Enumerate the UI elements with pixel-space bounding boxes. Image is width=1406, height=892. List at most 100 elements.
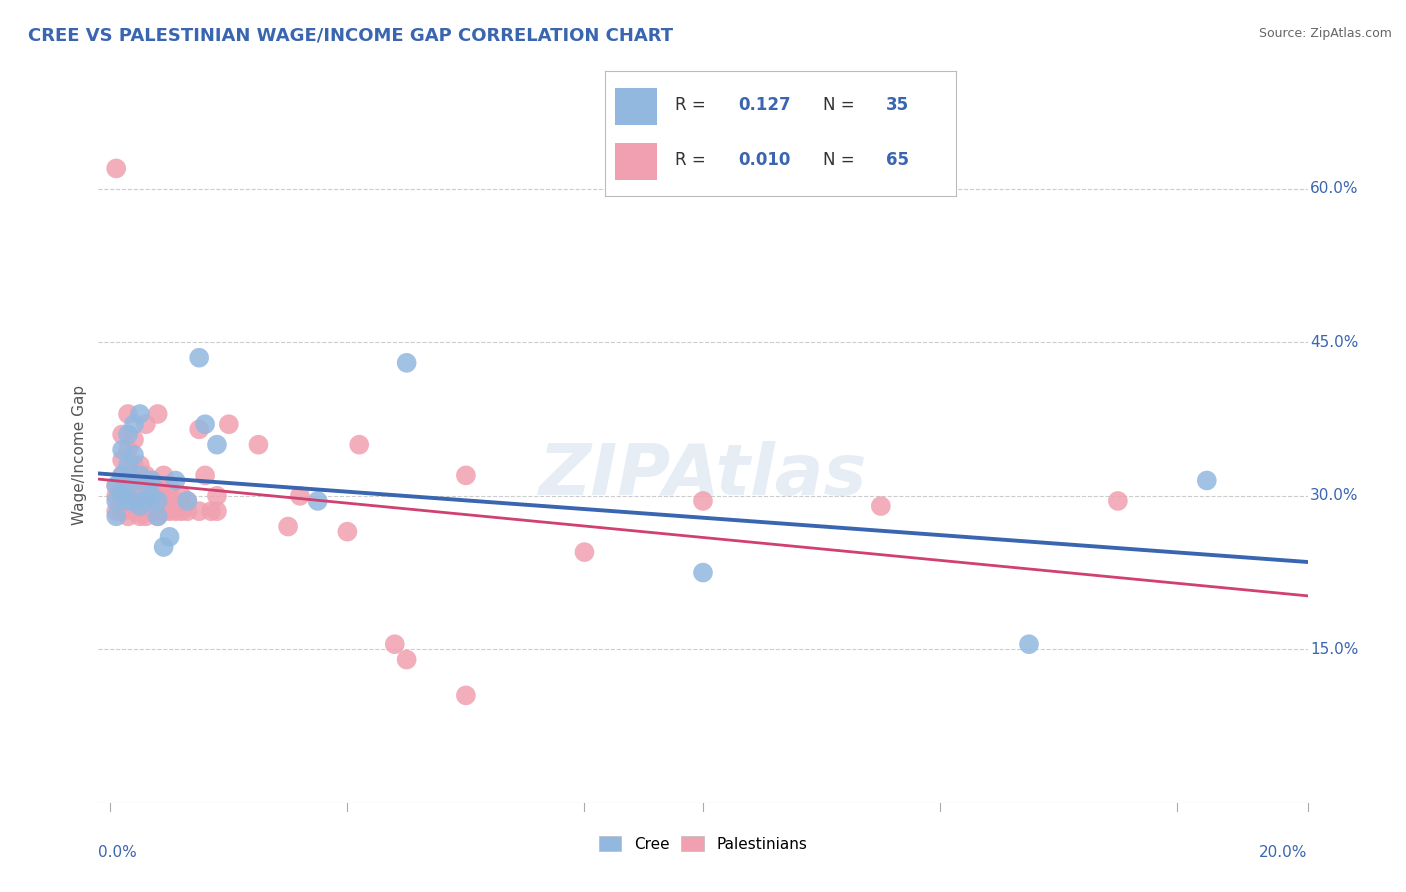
Text: 60.0%: 60.0%: [1310, 181, 1358, 196]
Point: [111, 489, 134, 503]
Point: [117, 458, 139, 472]
Point: [159, 478, 181, 492]
Text: R =: R =: [675, 151, 711, 169]
Point: [146, 407, 169, 421]
Point: [111, 427, 134, 442]
Point: [129, 494, 152, 508]
Text: 35: 35: [886, 96, 908, 114]
Point: [146, 489, 169, 503]
Point: [454, 689, 477, 703]
Point: [105, 489, 128, 503]
Point: [347, 438, 370, 452]
Point: [146, 494, 169, 508]
Point: [165, 494, 187, 508]
Text: 65: 65: [886, 151, 908, 169]
Point: [129, 499, 152, 513]
Point: [141, 504, 163, 518]
Bar: [616, 87, 657, 125]
Point: [105, 494, 128, 508]
Text: ZIPAtlas: ZIPAtlas: [538, 442, 868, 510]
Point: [277, 519, 299, 533]
Point: [152, 489, 174, 503]
Point: [122, 433, 145, 447]
Text: 0.010: 0.010: [738, 151, 790, 169]
Point: [159, 494, 181, 508]
Point: [336, 524, 359, 539]
Point: [141, 489, 163, 503]
Point: [111, 442, 134, 457]
Point: [194, 417, 217, 432]
Point: [176, 494, 198, 508]
Point: [454, 468, 477, 483]
Point: [129, 407, 152, 421]
Point: [105, 478, 128, 492]
Text: Source: ZipAtlas.com: Source: ZipAtlas.com: [1258, 27, 1392, 40]
Text: 30.0%: 30.0%: [1310, 488, 1358, 503]
Point: [135, 509, 157, 524]
Text: R =: R =: [675, 96, 711, 114]
Point: [117, 407, 139, 421]
Point: [574, 545, 596, 559]
Point: [135, 478, 157, 492]
Point: [188, 351, 211, 365]
Point: [165, 474, 187, 488]
Point: [205, 438, 228, 452]
Point: [395, 356, 418, 370]
Point: [111, 489, 134, 503]
Point: [122, 504, 145, 518]
Point: [170, 489, 193, 503]
Point: [105, 509, 128, 524]
Point: [135, 494, 157, 508]
Point: [194, 468, 217, 483]
Text: 15.0%: 15.0%: [1310, 642, 1358, 657]
Point: [129, 468, 152, 483]
Point: [141, 474, 163, 488]
Point: [117, 478, 139, 492]
Point: [105, 504, 128, 518]
Text: 20.0%: 20.0%: [1260, 845, 1308, 860]
Point: [111, 468, 134, 483]
Point: [692, 566, 714, 580]
Point: [129, 474, 152, 488]
Point: [176, 494, 198, 508]
Point: [869, 499, 891, 513]
Point: [105, 478, 128, 492]
Point: [135, 489, 157, 503]
Point: [1107, 494, 1129, 508]
Point: [122, 478, 145, 492]
Point: [152, 504, 174, 518]
Point: [218, 417, 240, 432]
Point: [395, 652, 418, 666]
Point: [205, 489, 228, 503]
Point: [165, 504, 187, 518]
Point: [141, 489, 163, 503]
Point: [129, 458, 152, 472]
Point: [117, 494, 139, 508]
Point: [111, 468, 134, 483]
Point: [307, 494, 329, 508]
Point: [117, 442, 139, 457]
Point: [122, 417, 145, 432]
Point: [288, 489, 311, 503]
Point: [188, 422, 211, 436]
Point: [384, 637, 406, 651]
Point: [111, 483, 134, 498]
Text: 45.0%: 45.0%: [1310, 334, 1358, 350]
Point: [170, 504, 193, 518]
Point: [205, 504, 228, 518]
Point: [122, 494, 145, 508]
Point: [176, 504, 198, 518]
Text: CREE VS PALESTINIAN WAGE/INCOME GAP CORRELATION CHART: CREE VS PALESTINIAN WAGE/INCOME GAP CORR…: [28, 27, 673, 45]
Point: [159, 530, 181, 544]
Legend: Cree, Palestinians: Cree, Palestinians: [592, 830, 814, 858]
Bar: [616, 143, 657, 180]
Point: [129, 509, 152, 524]
Point: [152, 540, 174, 554]
Point: [1018, 637, 1040, 651]
Point: [152, 468, 174, 483]
Point: [247, 438, 270, 452]
Point: [111, 453, 134, 467]
Point: [141, 474, 163, 488]
Point: [122, 448, 145, 462]
Point: [692, 494, 714, 508]
